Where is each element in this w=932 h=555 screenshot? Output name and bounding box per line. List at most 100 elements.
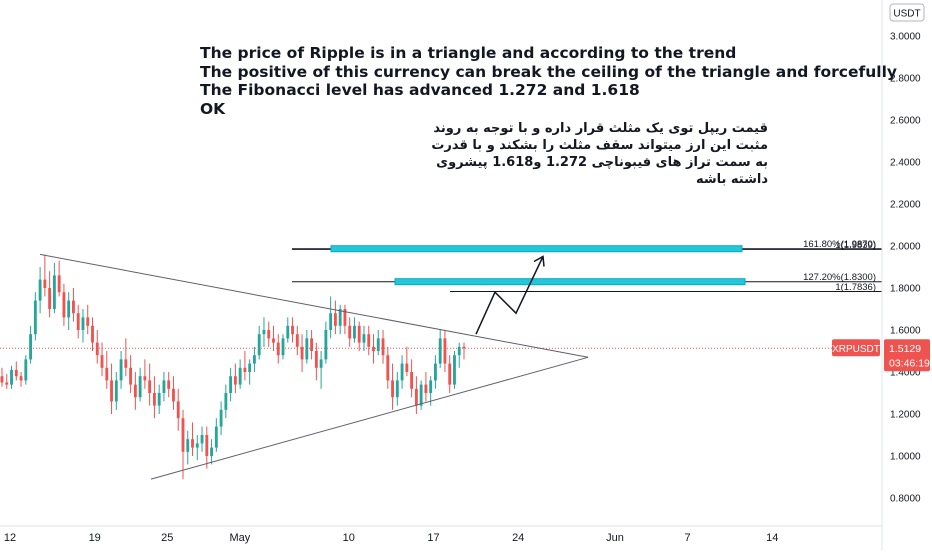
candle-body	[276, 342, 280, 356]
last-price-tag	[884, 339, 930, 372]
y-tick-label: 2.2000	[890, 200, 921, 211]
trend-drawings	[39, 253, 589, 480]
y-tick-label: 1.2000	[890, 410, 921, 421]
candle-body	[38, 279, 42, 301]
fibonacci-levels: 161.80%(1.9870)1(1.9839) 127.20%(1.8300)1…	[292, 239, 882, 293]
candle-body	[400, 363, 404, 381]
candle-body	[272, 338, 275, 343]
candle-body	[395, 380, 399, 398]
candle-body	[357, 325, 361, 343]
candle-body	[119, 359, 123, 381]
candle-body	[224, 393, 228, 410]
annotation-persian: قیمت ریپل توی یک مثلث قرار داره و با توج…	[420, 120, 768, 188]
y-tick-label: 0.8000	[890, 494, 921, 505]
candle-body	[10, 369, 13, 385]
candle-body	[300, 346, 304, 360]
x-tick-label: 7	[685, 532, 691, 544]
candle-body	[33, 300, 37, 335]
candle-body	[91, 325, 94, 343]
candle-body	[67, 300, 71, 318]
candle-body	[281, 338, 285, 356]
candle-body	[329, 313, 333, 330]
y-tick-label: 1.4000	[890, 368, 921, 379]
fib-level-label: 1(1.9839)	[835, 240, 876, 251]
x-tick-label: Jun	[606, 532, 624, 544]
x-tick-label: 24	[512, 532, 524, 544]
annotation-text: قیمت ریپل توی یک مثلث قرار داره و با توج…	[431, 121, 768, 187]
triangle-lower-line	[150, 356, 589, 480]
candle-body	[191, 439, 194, 448]
candle-body	[462, 346, 466, 349]
candle-body	[305, 338, 309, 360]
candle-body	[233, 376, 237, 385]
candle-body	[343, 309, 347, 326]
candle-body	[295, 334, 299, 347]
fib-level-label: 127.20%(1.8300)	[803, 272, 876, 283]
y-tick-label: 1.8000	[890, 284, 921, 295]
annotation-line: The positive of this currency can break …	[200, 62, 898, 81]
candle-body	[314, 351, 318, 368]
candle-body	[195, 443, 199, 448]
candlesticks	[0, 254, 882, 480]
candle-body	[367, 334, 371, 347]
candle-body	[186, 439, 190, 452]
candle-body	[372, 346, 375, 351]
candle-body	[257, 334, 261, 356]
candle-body	[391, 380, 394, 398]
x-tick-label: 25	[161, 532, 173, 544]
candle-body	[310, 338, 314, 351]
candle-body	[433, 363, 437, 381]
candle-body	[200, 435, 204, 444]
candle-body	[453, 355, 456, 385]
candle-body	[5, 382, 9, 385]
annotation-english: The price of Ripple is in a triangle and…	[200, 44, 897, 118]
candle-body	[162, 380, 166, 393]
candle-body	[238, 367, 242, 385]
x-tick-label: May	[230, 532, 251, 544]
candle-body	[219, 409, 223, 427]
currency-badge	[889, 3, 925, 22]
candle-body	[95, 342, 99, 356]
x-tick-label: 14	[766, 532, 778, 544]
candle-body	[76, 313, 80, 330]
triangle-upper-line	[39, 253, 589, 358]
y-tick-label: 2.0000	[890, 242, 921, 253]
currency-label: USDT	[893, 9, 920, 20]
candle-body	[48, 288, 52, 309]
target-box-1618	[330, 245, 743, 253]
candle-body	[110, 380, 113, 402]
candle-body	[157, 393, 161, 406]
candle-body	[243, 367, 247, 372]
candle-body	[262, 330, 266, 335]
countdown-label: 03:46:19	[889, 357, 930, 369]
candle-body	[338, 309, 342, 326]
x-tick-label: 17	[427, 532, 439, 544]
candle-body	[210, 447, 213, 456]
candle-body	[143, 376, 147, 381]
candle-body	[24, 359, 28, 381]
y-tick-label: 3.0000	[890, 32, 921, 43]
candle-body	[29, 334, 33, 360]
candle-body	[291, 325, 294, 335]
x-tick-label: 12	[4, 532, 16, 544]
target-box-1272	[394, 278, 746, 286]
candle-body	[319, 359, 323, 368]
x-tick-label: 10	[343, 532, 355, 544]
candle-body	[386, 355, 390, 381]
y-tick-label: 2.4000	[890, 158, 921, 169]
candle-body	[429, 380, 433, 393]
candle-body	[348, 325, 352, 339]
candle-body	[52, 275, 56, 309]
candle-body	[100, 355, 104, 368]
candle-body	[438, 338, 442, 364]
candle-body	[57, 275, 61, 293]
y-tick-label: 2.6000	[890, 116, 921, 127]
annotation-line: The Fibonacci level has advanced 1.272 a…	[200, 81, 640, 99]
candle-body	[376, 338, 380, 351]
candle-body	[414, 388, 418, 406]
candle-body	[19, 376, 23, 381]
candle-body	[410, 372, 414, 389]
y-tick-label: 1.0000	[890, 452, 921, 463]
